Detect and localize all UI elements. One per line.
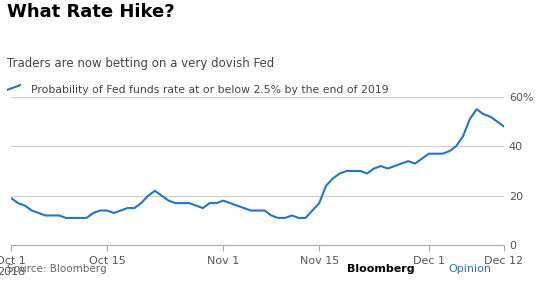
Text: Bloomberg: Bloomberg — [347, 264, 415, 274]
Text: Traders are now betting on a very dovish Fed: Traders are now betting on a very dovish… — [7, 57, 274, 70]
Text: Source: Bloomberg: Source: Bloomberg — [7, 264, 106, 274]
Text: Opinion: Opinion — [448, 264, 491, 274]
Text: Probability of Fed funds rate at or below 2.5% by the end of 2019: Probability of Fed funds rate at or belo… — [31, 85, 389, 95]
Text: What Rate Hike?: What Rate Hike? — [7, 3, 174, 21]
